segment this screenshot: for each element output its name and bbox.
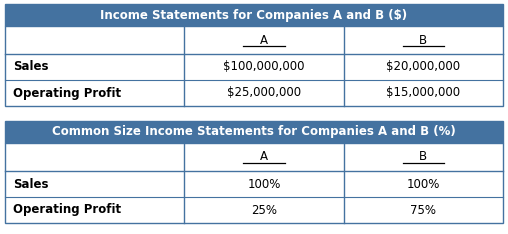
Text: Common Size Income Statements for Companies A and B (%): Common Size Income Statements for Compan… (52, 125, 456, 139)
Bar (5, 121, 503, 143)
Text: A: A (260, 150, 268, 164)
Text: B: B (419, 33, 427, 47)
Text: 100%: 100% (406, 178, 440, 190)
Text: 75%: 75% (410, 204, 436, 216)
Text: 100%: 100% (247, 178, 280, 190)
Bar (5, 26, 503, 106)
Text: B: B (419, 150, 427, 164)
Text: $100,000,000: $100,000,000 (223, 61, 305, 73)
Bar (5, 143, 503, 223)
Text: A: A (260, 33, 268, 47)
Text: $25,000,000: $25,000,000 (227, 87, 301, 99)
Text: $15,000,000: $15,000,000 (386, 87, 460, 99)
Text: Sales: Sales (13, 61, 48, 73)
Text: Income Statements for Companies A and B ($): Income Statements for Companies A and B … (101, 8, 407, 22)
Text: Sales: Sales (13, 178, 48, 190)
Text: 25%: 25% (251, 204, 277, 216)
Text: Operating Profit: Operating Profit (13, 87, 121, 99)
Text: $20,000,000: $20,000,000 (386, 61, 460, 73)
Text: Operating Profit: Operating Profit (13, 204, 121, 216)
Bar (5, 4, 503, 26)
